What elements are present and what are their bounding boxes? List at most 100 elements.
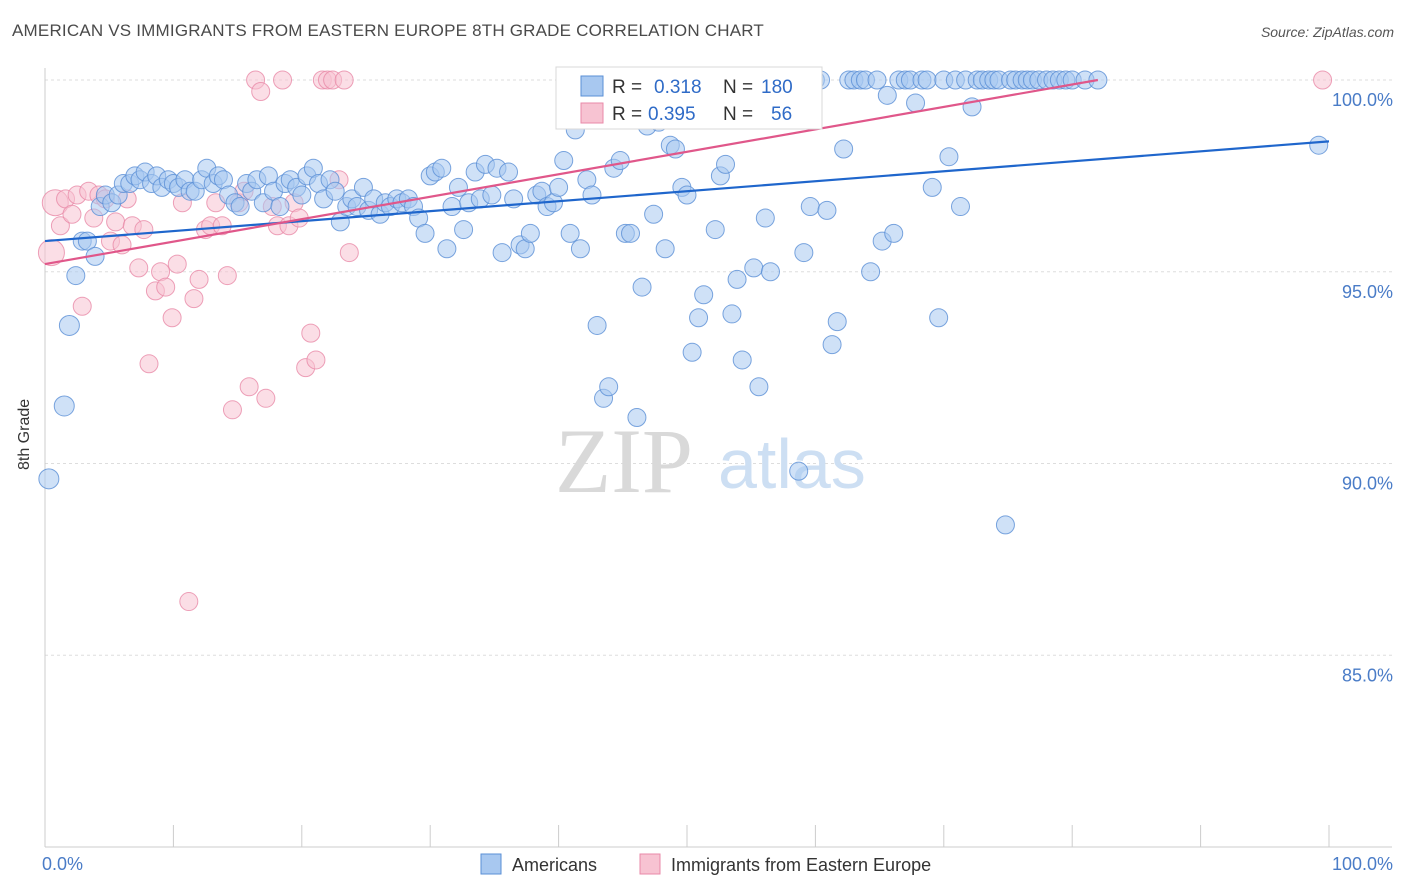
bottom-legend-swatch-immigrants <box>639 853 661 875</box>
americans-point <box>570 239 590 259</box>
americans-point <box>995 515 1015 535</box>
stats-r-label-americans: R = <box>612 77 642 98</box>
trend-lines <box>44 78 1330 266</box>
chart-title: AMERICAN VS IMMIGRANTS FROM EASTERN EURO… <box>12 21 765 40</box>
immigrants-point <box>217 266 237 286</box>
stats-r-label-immigrants: R = <box>612 104 642 125</box>
americans-point <box>694 285 714 305</box>
immigrants-point <box>256 388 276 408</box>
y-tick-label: 100.0% <box>1332 90 1393 110</box>
americans-point <box>867 70 887 90</box>
immigrants-point <box>106 212 126 232</box>
bottom-legend-swatch-americans <box>480 853 502 875</box>
americans-point <box>58 314 80 336</box>
immigrants-point <box>334 70 354 90</box>
americans-point <box>760 262 780 282</box>
immigrants-point <box>189 269 209 289</box>
americans-point <box>599 377 619 397</box>
americans-point <box>884 223 904 243</box>
immigrants-point <box>139 354 159 374</box>
americans-point <box>789 461 809 481</box>
stats-n-value-immigrants: 56 <box>771 104 792 125</box>
stats-n-label-americans: N = <box>723 77 753 98</box>
immigrants-point <box>239 377 259 397</box>
americans-point <box>560 223 580 243</box>
immigrants-point <box>134 220 154 240</box>
americans-point <box>454 220 474 240</box>
stats-n-value-americans: 180 <box>761 77 793 98</box>
americans-point <box>716 154 736 174</box>
americans-point <box>292 185 312 205</box>
americans-point <box>922 177 942 197</box>
americans-point <box>492 243 512 263</box>
legend-swatch-immigrants <box>580 102 604 124</box>
immigrants-point <box>301 323 321 343</box>
americans-point <box>66 266 86 286</box>
americans-point <box>677 185 697 205</box>
americans-point <box>749 377 769 397</box>
americans-point <box>644 204 664 224</box>
americans-point <box>53 395 75 417</box>
americans-point <box>939 147 959 167</box>
americans-point <box>442 197 462 217</box>
americans-point <box>794 243 814 263</box>
americans-point <box>800 197 820 217</box>
stats-r-value-americans: 0.318 <box>654 77 702 98</box>
americans-point <box>929 308 949 328</box>
americans-point <box>627 407 647 427</box>
americans-point <box>621 223 641 243</box>
americans-point <box>554 151 574 171</box>
americans-point <box>582 185 602 205</box>
tick-labels: 85.0% 90.0% 95.0% 100.0% 0.0% 100.0% <box>42 90 1393 874</box>
americans-point <box>230 197 250 217</box>
y-tick-label: 95.0% <box>1342 282 1393 302</box>
americans-point <box>682 342 702 362</box>
americans-point <box>689 308 709 328</box>
americans-point <box>432 158 452 178</box>
americans-point <box>732 350 752 370</box>
stats-r-value-immigrants: 0.395 <box>648 104 696 125</box>
immigrants-point <box>129 258 149 278</box>
immigrants-trend-line <box>44 78 1099 266</box>
americans-point <box>610 151 630 171</box>
watermark-atlas: atlas <box>718 425 866 503</box>
y-tick-label: 90.0% <box>1342 474 1393 494</box>
americans-point <box>950 197 970 217</box>
immigrants-point <box>306 350 326 370</box>
stats-legend: R = 0.318 N = 180 R = 0.395 N = 56 <box>555 66 823 130</box>
americans-point <box>822 335 842 355</box>
americans-point <box>817 200 837 220</box>
gridlines <box>45 79 1392 656</box>
bottom-legend-americans: Americans <box>512 855 597 875</box>
y-tick-label: 85.0% <box>1342 665 1393 685</box>
stats-n-label-immigrants: N = <box>723 104 753 125</box>
americans-point <box>755 208 775 228</box>
americans-point <box>906 93 926 113</box>
americans-point <box>917 70 937 90</box>
americans-point <box>632 277 652 297</box>
immigrants-point <box>62 204 82 224</box>
americans-point <box>861 262 881 282</box>
immigrants-point <box>339 243 359 263</box>
americans-point <box>38 468 60 490</box>
americans-point <box>270 197 290 217</box>
americans-point <box>827 312 847 332</box>
americans-point <box>587 315 607 335</box>
x-tick-label-min: 0.0% <box>42 854 83 874</box>
immigrants-point <box>156 277 176 297</box>
immigrants-point <box>162 308 182 328</box>
americans-trend-line <box>44 140 1330 243</box>
x-tick-label-max: 100.0% <box>1332 854 1393 874</box>
bottom-legend: Americans Immigrants from Eastern Europe <box>480 853 931 875</box>
series-americans-points <box>38 70 1329 535</box>
immigrants-point <box>222 400 242 420</box>
immigrants-point <box>251 82 271 102</box>
americans-point <box>549 177 569 197</box>
americans-point <box>499 162 519 182</box>
immigrants-point <box>179 592 199 612</box>
americans-point <box>834 139 854 159</box>
americans-point <box>520 223 540 243</box>
americans-point <box>705 220 725 240</box>
americans-point <box>325 181 345 201</box>
